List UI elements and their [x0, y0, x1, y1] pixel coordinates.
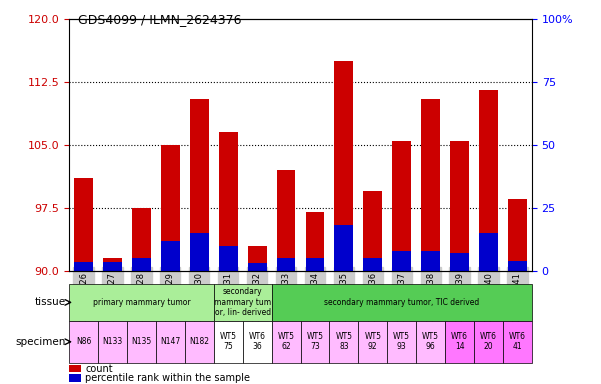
Text: WT6
14: WT6 14 — [451, 332, 468, 351]
Text: WT6
20: WT6 20 — [480, 332, 497, 351]
Text: GDS4099 / ILMN_2624376: GDS4099 / ILMN_2624376 — [78, 13, 242, 26]
Text: N147: N147 — [160, 337, 180, 346]
Bar — [156, 321, 185, 363]
Text: N86: N86 — [76, 337, 91, 346]
Text: tissue: tissue — [35, 297, 66, 308]
Bar — [127, 321, 156, 363]
Bar — [190, 233, 209, 271]
Text: WT5
62: WT5 62 — [278, 332, 294, 351]
Bar — [185, 321, 214, 363]
Bar — [392, 141, 411, 271]
Bar — [300, 321, 329, 363]
Bar — [132, 258, 151, 271]
Bar — [219, 132, 237, 271]
Bar — [219, 246, 237, 271]
Bar — [421, 251, 440, 271]
Bar — [276, 258, 296, 271]
Bar — [103, 258, 122, 271]
Bar — [276, 170, 296, 271]
Text: WT5
92: WT5 92 — [364, 332, 381, 351]
Text: secondary mammary tumor, TIC derived: secondary mammary tumor, TIC derived — [324, 298, 480, 307]
Bar — [98, 321, 127, 363]
Bar — [445, 321, 474, 363]
Bar — [161, 240, 180, 271]
Text: percentile rank within the sample: percentile rank within the sample — [85, 373, 250, 383]
Bar — [69, 374, 81, 382]
Bar — [479, 91, 498, 271]
Bar — [450, 141, 469, 271]
Bar — [272, 321, 300, 363]
Bar — [272, 284, 532, 321]
Bar — [69, 321, 98, 363]
Bar — [358, 321, 387, 363]
Bar — [364, 258, 382, 271]
Bar — [214, 284, 272, 321]
Bar — [248, 263, 266, 271]
Bar — [329, 321, 358, 363]
Bar — [248, 246, 266, 271]
Bar — [335, 61, 353, 271]
Bar — [421, 99, 440, 271]
Text: N135: N135 — [131, 337, 151, 346]
Bar — [508, 261, 527, 271]
Text: N182: N182 — [189, 337, 209, 346]
Bar — [69, 284, 214, 321]
Text: WT6
36: WT6 36 — [249, 332, 266, 351]
Text: count: count — [85, 364, 113, 374]
Text: specimen: specimen — [16, 337, 66, 347]
Bar — [74, 262, 93, 271]
Bar — [190, 99, 209, 271]
Text: WT5
96: WT5 96 — [422, 332, 439, 351]
Bar — [387, 321, 416, 363]
Bar — [214, 321, 243, 363]
Bar — [364, 191, 382, 271]
Text: WT5
83: WT5 83 — [335, 332, 352, 351]
Text: N133: N133 — [102, 337, 123, 346]
Bar — [132, 208, 151, 271]
Text: primary mammary tumor: primary mammary tumor — [93, 298, 191, 307]
Bar — [305, 212, 325, 271]
Bar — [503, 321, 532, 363]
Bar — [335, 225, 353, 271]
Bar — [392, 251, 411, 271]
Text: WT6
41: WT6 41 — [509, 332, 526, 351]
Bar — [479, 233, 498, 271]
Bar — [474, 321, 503, 363]
Text: WT5
75: WT5 75 — [220, 332, 237, 351]
Text: WT5
73: WT5 73 — [307, 332, 323, 351]
Bar — [103, 262, 122, 271]
Bar — [243, 321, 272, 363]
Text: WT5
93: WT5 93 — [393, 332, 410, 351]
Text: secondary
mammary tum
or, lin- derived: secondary mammary tum or, lin- derived — [214, 288, 271, 317]
Bar — [450, 253, 469, 271]
Bar — [305, 258, 325, 271]
Bar — [416, 321, 445, 363]
Bar — [74, 179, 93, 271]
Bar — [69, 365, 81, 372]
Bar — [508, 199, 527, 271]
Bar — [161, 145, 180, 271]
